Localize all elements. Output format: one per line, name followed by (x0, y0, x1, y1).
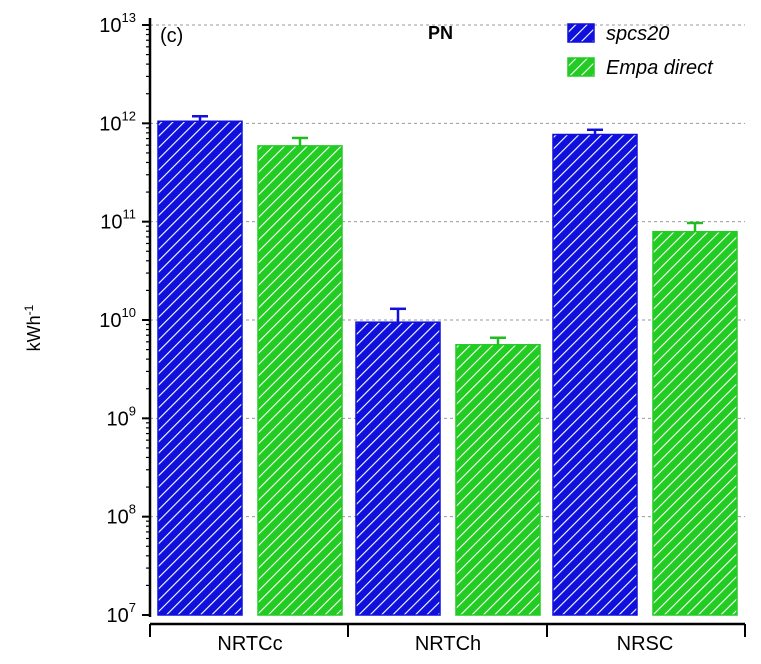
y-axis-label: kWh-1 (22, 304, 44, 351)
y-tick-exponent: 11 (123, 207, 137, 222)
y-tick-exponent: 7 (129, 600, 136, 615)
legend-label-empa-direct: Empa direct (606, 57, 714, 79)
x-tick-label-nrtch: NRTCh (415, 633, 481, 655)
bar-spcs20-nrsc (552, 133, 638, 616)
y-tick-exponent: 8 (129, 502, 136, 517)
bar-empa-direct-nrsc (652, 230, 738, 616)
y-tick-base: 10 (99, 15, 121, 37)
y-tick-base: 10 (100, 212, 122, 234)
legend-swatch-spcs20 (567, 23, 595, 43)
y-axis-label-unit: kWh (24, 315, 44, 351)
panel-label: (c) (160, 25, 183, 47)
axes (142, 18, 746, 637)
y-tick-label: 109 (107, 403, 136, 430)
legend: spcs20 Empa direct (567, 23, 714, 79)
bar-spcs20-nrtcc (157, 120, 243, 616)
y-tick-base: 10 (99, 113, 121, 135)
y-tick-base: 10 (107, 408, 129, 430)
bars (157, 120, 738, 616)
y-tick-exponent: 12 (122, 108, 136, 123)
legend-swatch-empa-direct (567, 57, 595, 77)
x-tick-label-nrsc: NRSC (617, 633, 674, 655)
legend-label-spcs20: spcs20 (606, 23, 669, 45)
y-tick-base: 10 (107, 507, 129, 529)
y-tick-label: 1013 (99, 10, 136, 37)
error-bars (192, 115, 703, 345)
bar-spcs20-nrtch (355, 321, 441, 616)
y-tick-label: 108 (107, 502, 136, 529)
y-tick-exponent: 9 (129, 403, 136, 418)
y-tick-label: 107 (107, 600, 136, 627)
bar-empa-direct-nrtcc (257, 145, 343, 616)
x-tick-labels: NRTCc NRTCh NRSC (217, 633, 673, 655)
y-tick-exponent: 13 (122, 10, 136, 25)
y-tick-base: 10 (107, 605, 129, 627)
y-tick-label: 1011 (100, 207, 136, 234)
y-tick-label: 1010 (99, 305, 136, 332)
x-tick-label-nrtcc: NRTCc (217, 633, 282, 655)
y-tick-exponent: 10 (122, 305, 136, 320)
chart-title: PN (428, 23, 453, 43)
y-axis-label-exponent: -1 (22, 304, 36, 315)
bar-empa-direct-nrtch (455, 344, 541, 616)
y-tick-base: 10 (99, 310, 121, 332)
y-tick-label: 1012 (99, 108, 136, 135)
